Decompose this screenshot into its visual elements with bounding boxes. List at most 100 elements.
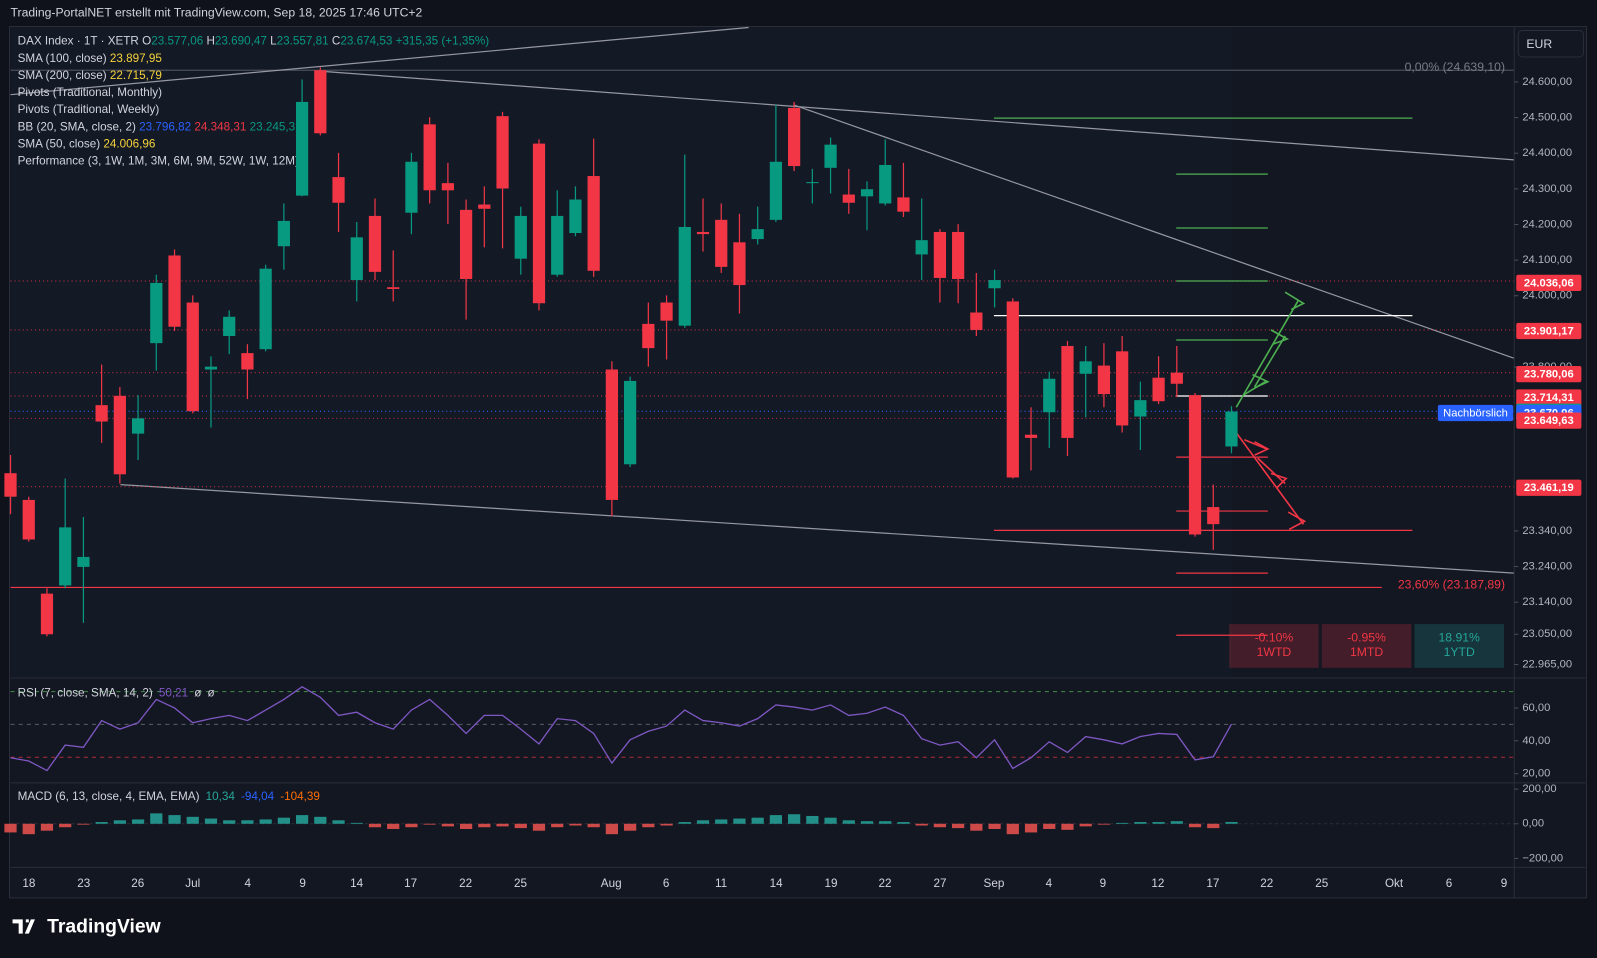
x-tick-label: 22 <box>879 877 892 890</box>
y-tick-label: 24.100,00 <box>1522 254 1572 266</box>
y-tick-label: 24.300,00 <box>1522 183 1572 195</box>
candle-body <box>1061 345 1074 438</box>
x-tick-label: 14 <box>350 877 364 890</box>
legend-text: 23.796,82 <box>136 120 191 133</box>
candle-body <box>22 499 35 540</box>
y-tick-label: 24.500,00 <box>1522 112 1572 124</box>
candle-body <box>204 366 218 370</box>
legend-row: Pivots (Traditional, Weekly) <box>18 103 160 116</box>
candle-body <box>642 323 655 349</box>
candle-body <box>277 220 290 247</box>
price-label-box <box>1516 365 1582 383</box>
macd-histogram-bar <box>514 823 527 829</box>
x-tick-label: Aug <box>601 877 622 890</box>
candle-body <box>1024 434 1038 438</box>
macd-histogram-bar <box>624 823 637 831</box>
legend-text: SMA (100, close) <box>18 52 107 65</box>
price-label-box <box>1516 412 1582 429</box>
candle-body <box>1170 372 1183 384</box>
price-label: 23.714,31 <box>1524 392 1574 404</box>
macd-histogram-bar <box>1188 823 1202 828</box>
candle-body <box>605 369 618 500</box>
macd-histogram-bar <box>459 823 473 829</box>
macd-histogram-bar <box>1170 821 1183 824</box>
y-tick-label: 200,00 <box>1522 783 1556 795</box>
y-tick-label: 24.000,00 <box>1522 290 1572 302</box>
candle-body <box>1079 361 1092 374</box>
candle-body <box>368 215 382 272</box>
macd-histogram-bar <box>1097 823 1111 825</box>
legend-row: SMA (200, close) 22.715,79 <box>18 69 162 82</box>
candle-body <box>1207 507 1220 525</box>
performance-period: 1MTD <box>1350 645 1383 659</box>
rsi-legend-value: ø <box>207 686 214 699</box>
x-tick-label: 6 <box>663 877 670 890</box>
legend-text: 24.006,96 <box>100 137 155 150</box>
price-label-box <box>1516 322 1582 340</box>
legend-row: Pivots (Traditional, Monthly) <box>18 86 163 99</box>
price-label-box <box>1516 479 1582 496</box>
macd-histogram-bar <box>277 817 290 824</box>
legend-row: DAX Index · 1T · XETR O23.577,06 H23.690… <box>18 35 490 48</box>
x-tick-label: 17 <box>404 877 417 890</box>
y-tick-label: 0,00 <box>1522 818 1544 830</box>
macd-histogram-bar <box>150 813 163 824</box>
x-tick-label: 18 <box>22 877 35 890</box>
candle-body <box>587 176 600 271</box>
x-tick-label: 14 <box>770 877 784 890</box>
candle-body <box>405 161 418 213</box>
candle-body <box>259 268 272 350</box>
x-tick-label: Jul <box>185 877 200 890</box>
candle-body <box>806 182 819 184</box>
legend-text: L <box>267 35 277 48</box>
rsi-title: RSI (7, close, SMA, 14, 2) <box>18 686 153 699</box>
legend-row: SMA (50, close) 24.006,96 <box>18 137 156 150</box>
macd-histogram-bar <box>915 823 928 826</box>
candle-body <box>915 240 928 255</box>
rsi-line <box>10 686 1233 772</box>
candle-body <box>696 231 710 235</box>
macd-histogram-bar <box>22 823 35 835</box>
x-tick-label: 9 <box>299 877 306 890</box>
candle-body <box>860 189 874 197</box>
candle-body <box>350 237 363 281</box>
arrows-up <box>1235 291 1306 408</box>
pivot-lines <box>1176 173 1268 341</box>
legend-text: Performance (3, 1W, 1M, 3M, 6M, 9M, 52W,… <box>18 155 299 168</box>
price-label: 23.901,17 <box>1524 325 1574 337</box>
macd-histogram-bar <box>751 817 764 824</box>
trend-line <box>320 70 1515 161</box>
candle-body <box>59 527 72 586</box>
macd-histogram-bar <box>769 815 783 824</box>
candle-body <box>332 177 345 203</box>
candle-body <box>879 164 892 204</box>
candle-body <box>1097 365 1111 395</box>
macd-histogram-bar <box>131 819 145 824</box>
price-label-box <box>1516 389 1582 406</box>
candle-body <box>660 302 673 321</box>
macd-histogram-bar <box>1024 823 1038 833</box>
y-tick-label: 23.140,00 <box>1522 596 1572 608</box>
macd-histogram-bar <box>733 818 746 824</box>
legend-text: 23.674,53 <box>340 35 392 48</box>
x-tick-label: Okt <box>1385 877 1404 890</box>
currency[interactable]: EUR <box>1526 37 1552 51</box>
macd-histogram-bar <box>423 823 436 825</box>
legend-text: 23.557,81 <box>277 35 329 48</box>
candle-body <box>842 194 855 203</box>
candle-body <box>423 124 436 191</box>
fib-label: 0,00% (24.639,10) <box>1405 60 1505 74</box>
macd-histogram-bar <box>204 818 218 824</box>
macd-histogram-bar <box>642 823 655 828</box>
macd-histogram-bar <box>660 823 673 826</box>
macd-histogram-bar <box>879 821 892 824</box>
price-label-box <box>1516 274 1582 292</box>
currency-button[interactable] <box>1517 30 1584 58</box>
x-tick-label: 12 <box>1151 877 1164 890</box>
macd-histogram-bar <box>387 823 400 829</box>
macd-histogram-bar <box>496 823 509 827</box>
price-label: 24.036,06 <box>1524 277 1574 289</box>
macd-histogram-bar <box>1152 822 1165 824</box>
candle-body <box>897 197 910 212</box>
brand: TradingView <box>47 916 161 938</box>
